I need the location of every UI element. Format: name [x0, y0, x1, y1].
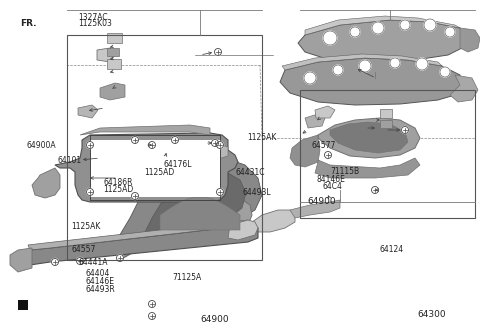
Polygon shape [460, 28, 480, 52]
Polygon shape [145, 172, 246, 245]
Text: FR.: FR. [20, 19, 36, 28]
Bar [107, 33, 122, 43]
Polygon shape [78, 105, 98, 118]
Polygon shape [280, 58, 462, 105]
Circle shape [148, 313, 156, 319]
Bar [300, 90, 475, 218]
Polygon shape [97, 48, 115, 62]
Text: 64557: 64557 [71, 245, 96, 255]
Circle shape [359, 60, 371, 72]
Circle shape [372, 22, 384, 34]
Text: 64146E: 64146E [85, 277, 114, 286]
Circle shape [372, 187, 379, 194]
Circle shape [424, 19, 436, 31]
Bar [107, 48, 119, 56]
Polygon shape [305, 16, 460, 35]
Polygon shape [195, 144, 228, 160]
Text: 64493L: 64493L [242, 188, 271, 197]
Circle shape [171, 136, 179, 144]
Polygon shape [450, 75, 478, 102]
Text: 64900A: 64900A [26, 141, 56, 151]
Circle shape [132, 193, 139, 199]
Bar [67, 35, 262, 260]
Bar [380, 109, 392, 118]
Text: 64900: 64900 [307, 197, 336, 206]
Polygon shape [330, 122, 408, 153]
Circle shape [148, 141, 156, 149]
Circle shape [323, 31, 337, 45]
Polygon shape [305, 114, 325, 128]
Circle shape [86, 189, 94, 195]
Text: 64577: 64577 [311, 141, 336, 151]
Circle shape [215, 49, 221, 55]
Circle shape [117, 255, 123, 261]
Circle shape [51, 258, 59, 265]
Polygon shape [155, 215, 225, 240]
Circle shape [445, 27, 455, 37]
Circle shape [86, 141, 94, 149]
Text: 64900: 64900 [201, 315, 229, 324]
Circle shape [390, 58, 400, 68]
Circle shape [416, 58, 428, 70]
Text: 84146E: 84146E [317, 174, 346, 184]
Polygon shape [22, 225, 258, 265]
Polygon shape [282, 54, 442, 70]
Text: 1125AK: 1125AK [247, 133, 276, 142]
Polygon shape [290, 200, 340, 218]
Polygon shape [80, 125, 210, 135]
Circle shape [401, 127, 408, 133]
Text: 64404: 64404 [85, 269, 110, 278]
Polygon shape [118, 158, 262, 260]
Circle shape [350, 27, 360, 37]
Text: 64441A: 64441A [78, 258, 108, 267]
Polygon shape [10, 248, 32, 272]
Text: 64124: 64124 [379, 245, 403, 254]
Circle shape [212, 139, 218, 147]
Polygon shape [32, 168, 60, 198]
Text: 1125K03: 1125K03 [78, 19, 112, 28]
Bar [380, 120, 392, 128]
Polygon shape [315, 106, 335, 118]
Polygon shape [100, 83, 125, 100]
Bar [107, 59, 121, 69]
Text: 64493R: 64493R [85, 285, 115, 294]
Circle shape [400, 20, 410, 30]
Circle shape [440, 67, 450, 77]
Bar [90, 140, 220, 197]
Text: 64186R: 64186R [103, 177, 132, 187]
Text: 64C4: 64C4 [323, 182, 342, 191]
Polygon shape [55, 133, 238, 202]
Circle shape [76, 257, 84, 264]
Text: 1125AK: 1125AK [71, 222, 100, 231]
Circle shape [132, 136, 139, 144]
Polygon shape [315, 158, 420, 178]
Text: 64300: 64300 [418, 310, 446, 319]
Polygon shape [318, 118, 420, 158]
Polygon shape [28, 220, 250, 250]
Circle shape [216, 141, 224, 149]
Polygon shape [228, 220, 258, 240]
Polygon shape [248, 210, 295, 232]
Text: 64431C: 64431C [235, 168, 264, 177]
Bar [18, 300, 28, 310]
Polygon shape [298, 20, 468, 62]
Circle shape [216, 189, 224, 195]
Text: 1125AD: 1125AD [103, 185, 133, 194]
Circle shape [304, 72, 316, 84]
Text: 1327AC: 1327AC [78, 12, 108, 22]
Text: 64101: 64101 [58, 155, 82, 165]
Text: 71115B: 71115B [330, 167, 360, 176]
Text: 64176L: 64176L [163, 160, 192, 169]
Circle shape [333, 65, 343, 75]
Text: 71125A: 71125A [173, 273, 202, 282]
Circle shape [148, 300, 156, 308]
Polygon shape [162, 150, 192, 167]
Circle shape [324, 152, 332, 158]
Polygon shape [290, 135, 320, 167]
Polygon shape [160, 197, 240, 230]
Text: 1125AD: 1125AD [144, 168, 174, 177]
Polygon shape [130, 193, 252, 252]
